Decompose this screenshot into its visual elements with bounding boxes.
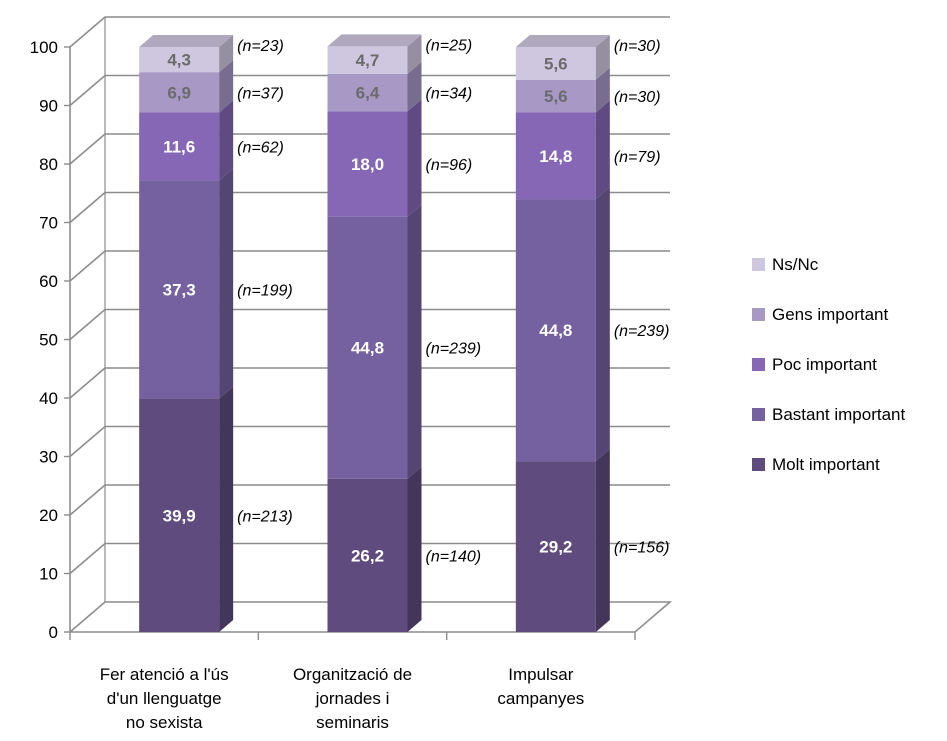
n-label-3-4: (n=30) <box>614 89 661 106</box>
data-label-2-3: 18,0 <box>351 155 384 174</box>
y-tick-label-30: 30 <box>39 448 58 467</box>
y-tick-label-60: 60 <box>39 272 58 291</box>
x-category-label-1-line-3: no sexista <box>126 713 203 732</box>
bar-side-2-5 <box>407 34 422 74</box>
data-label-1-5: 4,3 <box>167 51 191 70</box>
bar-3-gens-important <box>515 79 596 113</box>
legend-swatch-4 <box>752 408 765 421</box>
bar-side-2-1 <box>407 466 422 632</box>
bar-side-2-4 <box>407 61 422 112</box>
data-label-2-5: 4,7 <box>356 51 380 70</box>
bar-1-ns-nc <box>139 47 220 73</box>
bar-side-1-1 <box>219 386 234 632</box>
bar-1-molt-important <box>139 398 220 632</box>
bar-2-molt-important <box>327 478 408 632</box>
x-category-label-1-line-1: Fer atenció a l'ús <box>100 665 229 684</box>
bar-3-bastant-important <box>515 199 596 462</box>
legend-label-1: Ns/Nc <box>772 255 819 274</box>
n-label-3-3: (n=79) <box>614 149 661 166</box>
x-category-label-2-line-3: seminaris <box>316 713 389 732</box>
bar-3-poc-important <box>515 112 596 200</box>
data-label-2-2: 44,8 <box>351 339 384 358</box>
bar-side-3-1 <box>595 449 610 632</box>
data-label-1-1: 39,9 <box>163 506 196 525</box>
legend-label-2: Gens important <box>772 305 888 324</box>
legend-swatch-1 <box>752 258 765 271</box>
legend-swatch-5 <box>752 458 765 471</box>
n-label-2-4: (n=34) <box>426 86 473 103</box>
bar-side-1-3 <box>219 100 234 181</box>
n-label-2-5: (n=25) <box>426 37 473 54</box>
bar-side-2-3 <box>407 99 422 217</box>
bar-side-2-2 <box>407 204 422 479</box>
n-label-3-5: (n=30) <box>614 38 661 55</box>
y-tick-label-100: 100 <box>30 38 58 57</box>
bar-side-3-2 <box>595 187 610 462</box>
bar-3-ns-nc <box>515 47 596 80</box>
bar-1-poc-important <box>139 112 220 181</box>
bar-top-1 <box>139 35 234 47</box>
legend-label-5: Molt important <box>772 455 880 474</box>
n-label-3-2: (n=239) <box>614 323 670 340</box>
bar-side-1-2 <box>219 168 234 399</box>
legend-swatch-2 <box>752 308 765 321</box>
legend-label-4: Bastant important <box>772 405 906 424</box>
x-category-label-3-line-1: Impulsar <box>508 665 574 684</box>
data-label-1-2: 37,3 <box>163 280 196 299</box>
n-label-2-3: (n=96) <box>426 157 473 174</box>
bar-1-bastant-important <box>139 180 220 399</box>
bar-1-gens-important <box>139 72 220 113</box>
bar-top-2 <box>327 34 422 47</box>
bar-top-3 <box>515 35 610 47</box>
y-tick-label-20: 20 <box>39 506 58 525</box>
y-tick-label-10: 10 <box>39 565 58 584</box>
data-label-3-1: 29,2 <box>539 538 572 557</box>
n-label-1-2: (n=199) <box>237 282 293 299</box>
bar-side-3-4 <box>595 67 610 113</box>
n-label-2-2: (n=239) <box>426 341 482 358</box>
bar-3-molt-important <box>515 461 596 632</box>
y-tick-label-90: 90 <box>39 97 58 116</box>
n-label-2-1: (n=140) <box>426 548 482 565</box>
bar-2-poc-important <box>327 111 408 217</box>
data-label-1-3: 11,6 <box>163 137 195 156</box>
data-label-2-1: 26,2 <box>351 546 384 565</box>
bar-side-3-3 <box>595 100 610 200</box>
bar-2-gens-important <box>327 73 408 112</box>
bar-side-3-5 <box>595 35 610 80</box>
data-label-1-4: 6,9 <box>167 83 191 102</box>
n-label-1-3: (n=62) <box>237 139 284 156</box>
data-label-3-2: 44,8 <box>539 321 572 340</box>
n-label-1-1: (n=213) <box>237 508 293 525</box>
data-label-3-4: 5,6 <box>544 87 568 106</box>
n-label-3-1: (n=156) <box>614 540 670 557</box>
bar-side-1-5 <box>219 35 234 73</box>
data-label-2-4: 6,4 <box>356 84 380 103</box>
data-label-3-3: 14,8 <box>539 147 572 166</box>
y-tick-label-0: 0 <box>49 623 58 642</box>
x-category-label-2-line-1: Organització de <box>293 665 412 684</box>
y-tick-label-40: 40 <box>39 389 58 408</box>
legend-label-3: Poc important <box>772 355 877 374</box>
bar-2-bastant-important <box>327 216 408 479</box>
y-tick-label-50: 50 <box>39 331 58 350</box>
bar-side-1-4 <box>219 60 234 113</box>
x-category-label-3-line-2: campanyes <box>497 689 584 708</box>
x-category-label-1-line-2: d'un llenguatge <box>107 689 222 708</box>
legend-swatch-3 <box>752 358 765 371</box>
n-label-1-5: (n=23) <box>237 38 284 55</box>
y-tick-label-80: 80 <box>39 155 58 174</box>
bar-2-ns-nc <box>327 46 408 74</box>
n-label-1-4: (n=37) <box>237 85 284 102</box>
y-tick-label-70: 70 <box>39 214 58 233</box>
data-label-3-5: 5,6 <box>544 54 568 73</box>
x-category-label-2-line-2: jornades i <box>315 689 390 708</box>
